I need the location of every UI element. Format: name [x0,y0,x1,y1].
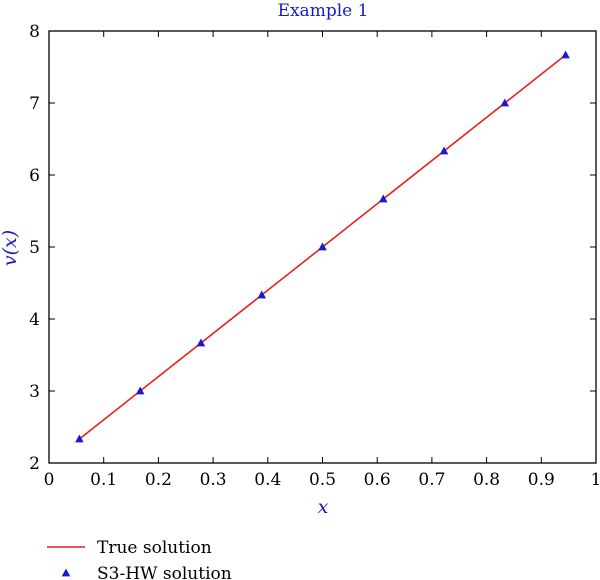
data-point-s3-hw [378,194,388,203]
y-tick-label: 2 [29,454,40,474]
data-point-s3-hw [500,98,510,107]
data-point-s3-hw [257,290,267,299]
data-point-s3-hw [196,338,206,347]
chart-title: Example 1 [278,1,369,21]
y-tick-label: 5 [29,238,40,258]
x-axis-label: x [318,496,329,518]
x-axis-ticks: 0 0.1 0.2 0.3 0.4 0.5 0.6 0.7 0.8 0.9 1 [44,31,600,490]
data-point-s3-hw [439,146,449,155]
x-tick-label: 0 [44,470,55,490]
legend-entry-label: S3-HW solution [97,564,232,580]
y-axis-label: v(x) [0,230,21,266]
data-point-s3-hw [561,50,570,59]
legend-swatch-marker [61,568,71,577]
x-tick-label: 0.4 [254,470,281,490]
y-axis-ticks: 2 3 4 5 6 7 8 [29,22,596,474]
x-tick-label: 0.5 [309,470,336,490]
series-layer [75,50,570,443]
legend: True solution S3-HW solution [47,538,232,580]
x-tick-label: 0.7 [418,470,445,490]
y-tick-label: 3 [29,382,40,402]
x-tick-label: 0.8 [473,470,500,490]
y-tick-label: 4 [29,310,40,330]
x-tick-label: 1 [591,470,600,490]
y-tick-label: 8 [29,22,40,42]
legend-entry-label: True solution [97,538,212,558]
data-point-s3-hw [318,242,327,251]
x-tick-label: 0.9 [528,470,555,490]
data-point-s3-hw [75,434,84,443]
x-tick-label: 0.1 [90,470,117,490]
x-tick-label: 0.3 [200,470,227,490]
data-point-s3-hw [135,386,145,395]
x-tick-label: 0.2 [145,470,172,490]
y-tick-label: 6 [29,166,40,186]
y-tick-label: 7 [29,94,40,114]
x-tick-label: 0.6 [364,470,391,490]
